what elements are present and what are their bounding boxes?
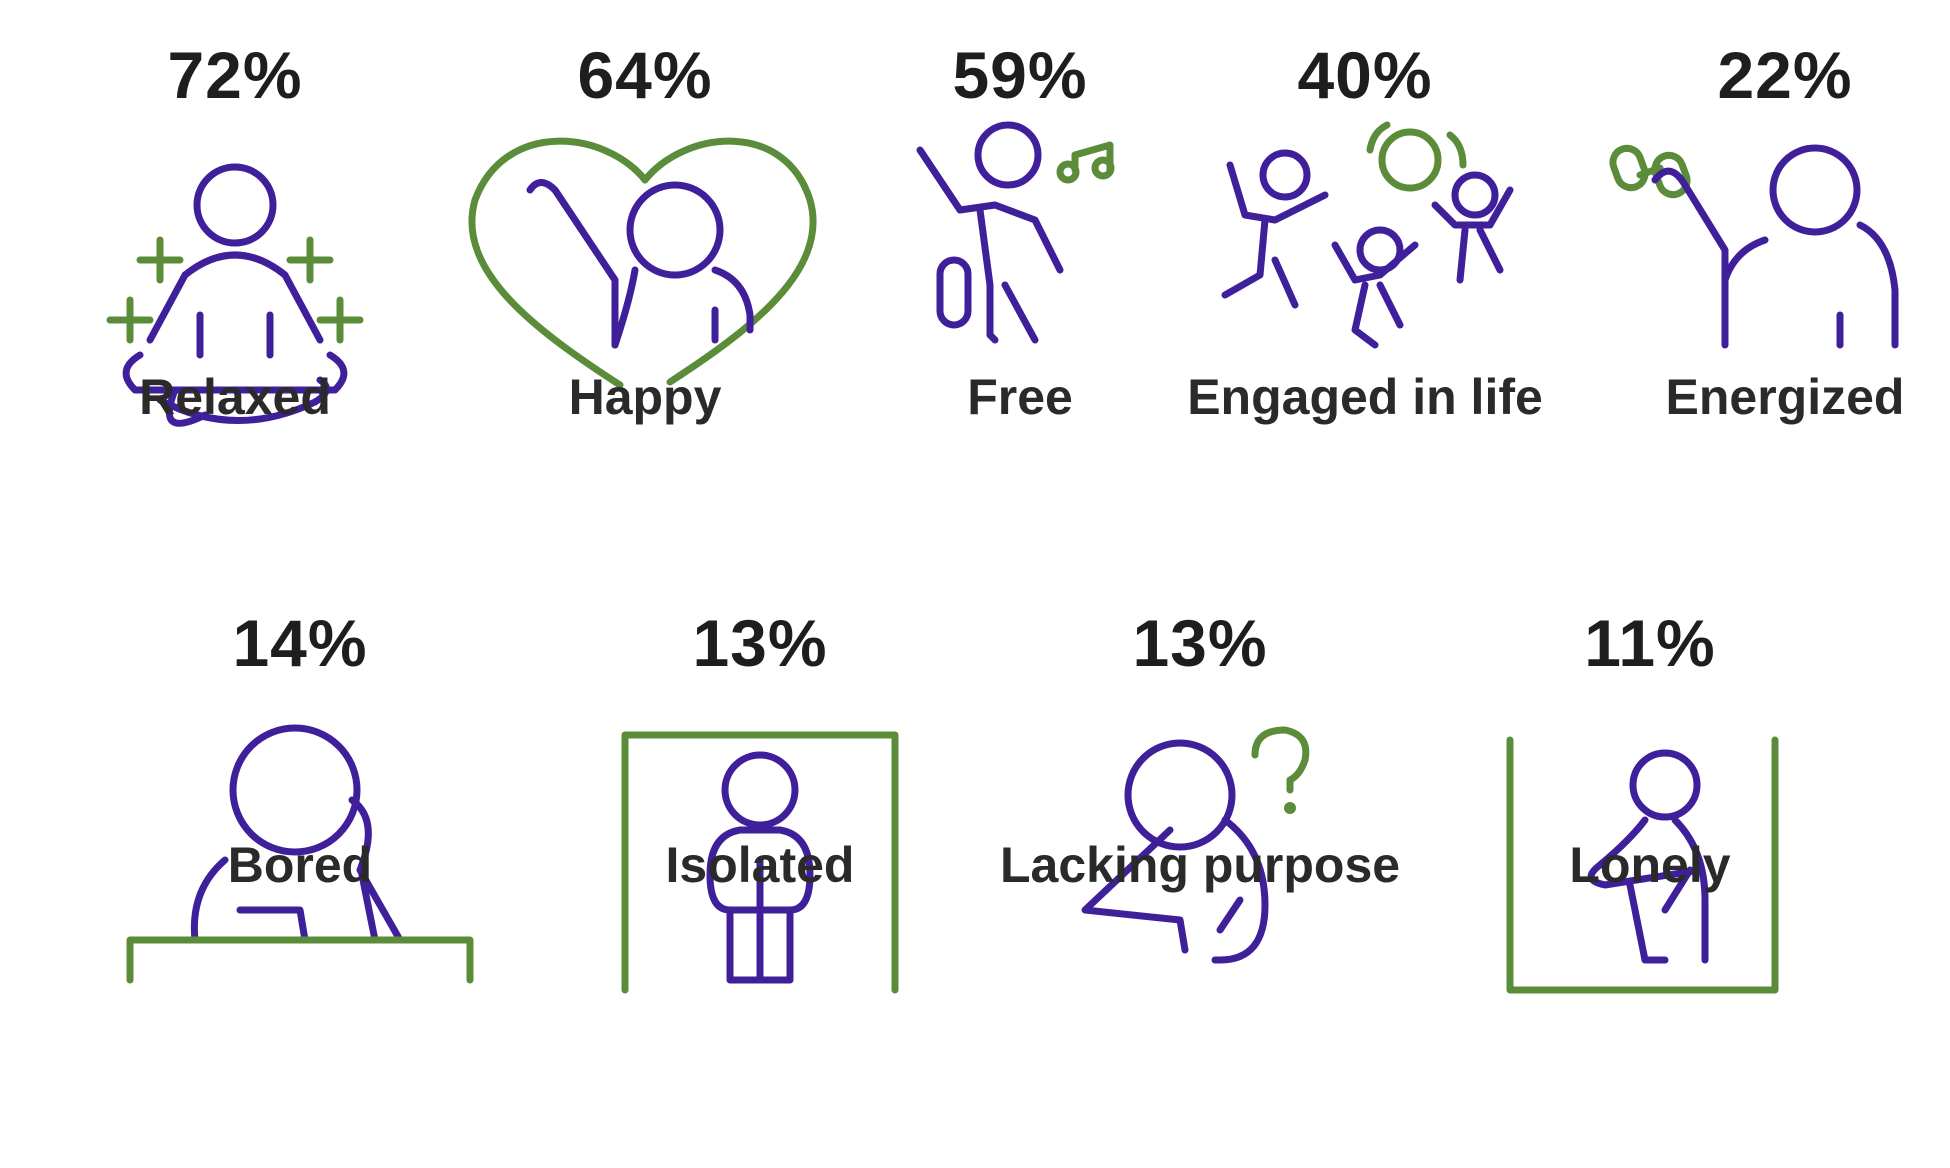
stat-item-relaxed: 72% Relaxed — [35, 0, 435, 520]
stat-item-isolated: 13% Isolated — [560, 600, 960, 1120]
stat-label: Engaged in life — [1187, 369, 1543, 425]
stat-item-lacking-purpose: 13% Lacking purpose — [1000, 600, 1400, 1120]
stat-item-happy: 64% Happy — [445, 0, 845, 520]
stat-label: Isolated — [665, 837, 855, 893]
heart-person-icon — [468, 137, 817, 389]
percent-value: 59% — [952, 38, 1088, 112]
stat-label: Lonely — [1569, 837, 1731, 893]
percent-value: 13% — [1132, 606, 1268, 680]
stat-label: Relaxed — [139, 369, 331, 425]
percent-value: 14% — [232, 606, 368, 680]
percent-value: 11% — [1584, 606, 1716, 680]
stat-item-free: 59% Free — [820, 0, 1220, 520]
stat-label: Bored — [227, 837, 373, 893]
percent-value: 22% — [1717, 38, 1853, 112]
dancing-music-icon — [916, 121, 1115, 344]
isolated-box-icon — [621, 731, 899, 994]
stat-item-lonely: 11% Lonely — [1450, 600, 1850, 1120]
percent-value: 13% — [692, 606, 828, 680]
stat-item-bored: 14% Bored — [100, 600, 500, 1120]
percent-value: 40% — [1297, 38, 1433, 112]
percent-value: 64% — [577, 38, 713, 112]
stat-label: Lacking purpose — [1000, 837, 1401, 893]
stat-label: Happy — [568, 369, 722, 425]
stat-label: Free — [967, 369, 1073, 425]
stat-item-energized: 22% Energized — [1585, 0, 1950, 520]
stat-label: Energized — [1665, 369, 1905, 425]
stat-item-engaged: 40% Engaged in life — [1165, 0, 1565, 520]
lonely-corner-icon — [1506, 736, 1779, 994]
bored-desk-icon — [126, 724, 474, 984]
jumping-group-icon — [1221, 121, 1514, 349]
question-thinker-icon — [1081, 726, 1310, 964]
dumbbell-lift-icon — [1609, 144, 1899, 349]
meditation-icon — [106, 163, 364, 427]
percent-value: 72% — [167, 38, 303, 112]
